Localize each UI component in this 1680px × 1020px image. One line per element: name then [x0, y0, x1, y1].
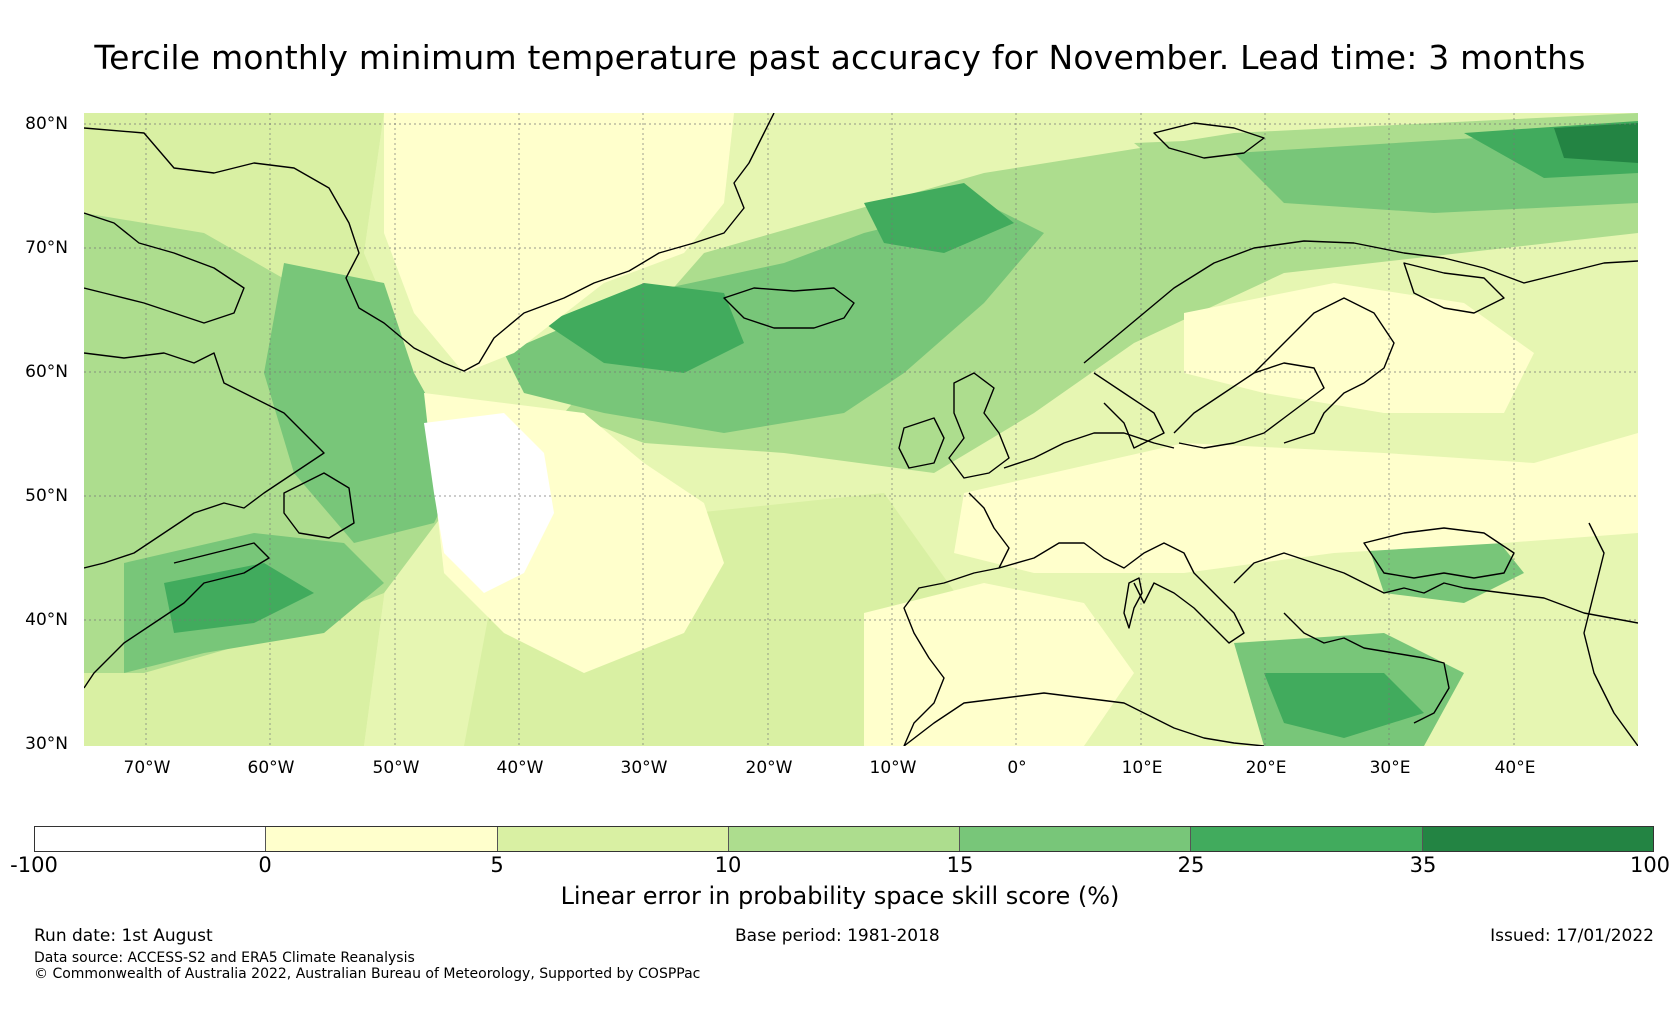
zone-green-iceland-west: [544, 283, 744, 373]
lon-label-40w: 40°W: [496, 758, 544, 778]
coastline-corsica-sardinia: [1123, 577, 1143, 629]
lat-label-60n: 60°N: [25, 362, 68, 382]
lon-label-40e: 40°E: [1494, 758, 1536, 778]
zone-yellow-scandinavia: [1184, 283, 1534, 413]
coastline-newfoundland: [283, 472, 355, 539]
coastline-north-africa: [903, 692, 1265, 746]
coastline-iceland: [723, 287, 855, 329]
lat-label-30n: 30°N: [25, 734, 68, 754]
coastline-ireland: [898, 417, 945, 469]
zone-yellow-central-europe: [954, 433, 1638, 573]
run-date: Run date: 1st August: [34, 926, 213, 946]
map-title: Tercile monthly minimum temperature past…: [94, 38, 1586, 77]
lon-label-30e: 30°E: [1369, 758, 1411, 778]
colorbar-label: Linear error in probability space skill …: [560, 882, 1120, 910]
lon-label-60w: 60°W: [247, 758, 295, 778]
coastline-nova-scotia: [84, 542, 270, 689]
colorbar-tick-100: 100: [1629, 853, 1671, 877]
zone-darkest-green-novaya: [1554, 123, 1638, 163]
zone-white-atlantic: [424, 413, 554, 593]
coastline-black-sea: [1363, 527, 1515, 579]
colorbar-tick-35: 35: [1409, 853, 1437, 877]
lon-label-20e: 20°E: [1245, 758, 1287, 778]
coastline-greenland: [84, 113, 775, 372]
lon-label-10w: 10°W: [869, 758, 917, 778]
copyright: © Commonwealth of Australia 2022, Austra…: [34, 966, 701, 982]
colorbar-segment-negative: [35, 827, 267, 851]
coastline-europe: [903, 432, 1245, 746]
skill-score-map: [84, 113, 1638, 746]
lon-label-30w: 30°W: [620, 758, 668, 778]
zone-green-nova-scotia-dark: [164, 563, 314, 633]
base-period: Base period: 1981-2018: [735, 926, 940, 946]
zone-yellow-greenland: [384, 113, 734, 373]
colorbar-segment-15-25: [960, 827, 1192, 851]
colorbar-tick-25: 25: [1177, 853, 1205, 877]
coastline-scandinavia: [1083, 240, 1638, 449]
lat-label-40n: 40°N: [25, 610, 68, 630]
colorbar-segment-0-5: [266, 827, 498, 851]
colorbar-tick-15: 15: [946, 853, 974, 877]
lat-label-50n: 50°N: [25, 486, 68, 506]
lon-label-10e: 10°E: [1121, 758, 1163, 778]
skill-zones: [84, 113, 1638, 746]
colorbar-tick-5: 5: [490, 853, 504, 877]
lon-label-70w: 70°W: [123, 758, 171, 778]
zone-green-jan-mayen: [864, 183, 1014, 253]
coastline-balkans: [1233, 552, 1638, 724]
coastline-labrador: [84, 352, 325, 569]
coastline-baltic: [1253, 297, 1395, 444]
lon-label-50w: 50°W: [372, 758, 420, 778]
coastline-baffin: [84, 212, 245, 324]
lon-label-20w: 20°W: [745, 758, 793, 778]
colorbar-tick-neg100: -100: [10, 853, 58, 877]
issued-date: Issued: 17/01/2022: [1490, 926, 1654, 946]
lon-label-0: 0°: [1007, 758, 1027, 778]
colorbar-tick-0: 0: [258, 853, 272, 877]
coastline-caspian: [1583, 522, 1638, 746]
colorbar-segment-35-100: [1422, 827, 1653, 851]
coastlines: [84, 113, 1638, 746]
zone-green-east-med-dark: [1264, 673, 1424, 738]
colorbar-tick-10: 10: [714, 853, 742, 877]
map-canvas: [84, 113, 1638, 746]
coastline-britain: [948, 372, 1010, 479]
colorbar-segment-25-35: [1191, 827, 1423, 851]
lat-label-70n: 70°N: [25, 238, 68, 258]
colorbar-segment-5-10: [497, 827, 729, 851]
data-source: Data source: ACCESS-S2 and ERA5 Climate …: [34, 950, 415, 966]
colorbar: [34, 826, 1654, 852]
zone-green-labrador-sea: [264, 263, 464, 543]
coastline-kola: [1403, 262, 1505, 314]
zone-green-irminger: [504, 203, 1044, 433]
colorbar-segment-10-15: [728, 827, 961, 851]
coastline-svalbard: [1153, 122, 1265, 159]
lat-label-80n: 80°N: [25, 114, 68, 134]
